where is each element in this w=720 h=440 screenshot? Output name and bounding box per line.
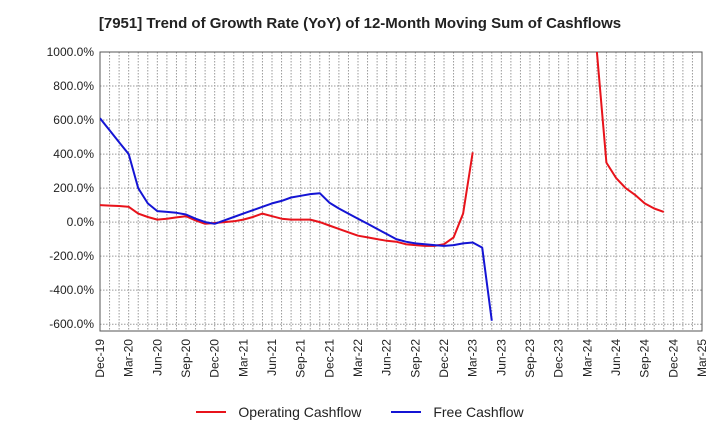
x-tick-label: Jun-23	[494, 339, 508, 376]
x-tick-label: Dec-22	[437, 339, 451, 378]
chart-title: [7951] Trend of Growth Rate (YoY) of 12-…	[98, 15, 622, 32]
grid-layer	[99, 51, 703, 331]
legend-item-free-cashflow: Free Cashflow	[391, 404, 524, 420]
y-tick-labels: 1000.0% 800.0% 600.0% 400.0% 200.0% 0.0% -200.…	[47, 45, 95, 331]
x-tick-label: Mar-24	[580, 339, 594, 377]
series-line-operating-cashflow	[595, 52, 665, 213]
y-tick-label: 400.0%	[53, 147, 94, 161]
x-tick-label: Sep-21	[294, 339, 308, 378]
y-tick-label: 1000.0%	[47, 45, 95, 59]
legend: Operating Cashflow Free Cashflow	[0, 404, 720, 420]
legend-item-operating-cashflow: Operating Cashflow	[196, 404, 361, 420]
x-tick-label: Mar-20	[122, 339, 136, 377]
x-tick-label: Mar-22	[351, 339, 365, 377]
x-tick-label: Mar-23	[466, 339, 480, 377]
y-tick-label: 200.0%	[53, 181, 94, 195]
x-tick-labels: Dec-19 Mar-20 Jun-20 Sep-20 Dec-20 Mar-21 Jun-…	[93, 339, 709, 378]
x-tick-label: Dec-23	[552, 339, 566, 378]
series-line-operating-cashflow	[100, 152, 474, 247]
x-tick-label: Mar-21	[236, 339, 250, 377]
y-tick-label: -400.0%	[49, 283, 94, 297]
x-tick-label: Sep-24	[638, 339, 652, 378]
x-tick-label: Mar-25	[695, 339, 709, 377]
series-line-free-cashflow	[100, 117, 493, 321]
x-tick-label: Dec-24	[666, 339, 680, 378]
x-tick-label: Dec-21	[322, 339, 336, 378]
legend-label-free-cashflow: Free Cashflow	[433, 404, 524, 420]
series-layer	[100, 52, 665, 321]
x-tick-label: Dec-19	[93, 339, 107, 378]
legend-swatch-free-cashflow	[391, 411, 422, 413]
y-tick-label: 600.0%	[53, 113, 94, 127]
y-tick-label: 800.0%	[53, 79, 94, 93]
x-tick-label: Jun-24	[609, 339, 623, 376]
y-tick-label: 0.0%	[67, 215, 95, 229]
x-tick-label: Sep-22	[408, 339, 422, 378]
x-tick-label: Jun-21	[265, 339, 279, 376]
x-tick-label: Sep-20	[179, 339, 193, 378]
x-tick-label: Jun-22	[380, 339, 394, 376]
x-tick-label: Sep-23	[523, 339, 537, 378]
legend-swatch-operating-cashflow	[196, 411, 227, 413]
legend-label-operating-cashflow: Operating Cashflow	[238, 404, 362, 420]
y-tick-label: -200.0%	[49, 249, 94, 263]
x-tick-label: Jun-20	[150, 339, 164, 376]
plot-frame	[99, 51, 703, 332]
axis-layer	[99, 51, 703, 332]
x-tick-label: Dec-20	[208, 339, 222, 378]
y-tick-label: -600.0%	[49, 317, 94, 331]
